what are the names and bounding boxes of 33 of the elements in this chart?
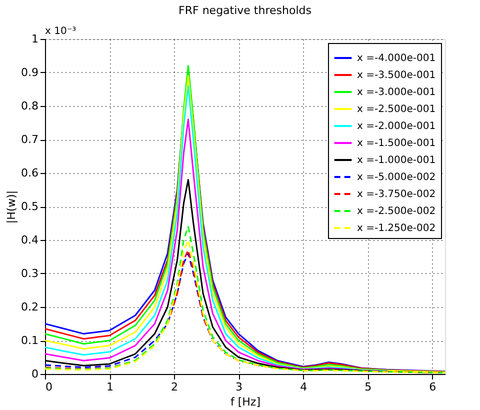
x-axis-title: f [Hz] [230,396,260,408]
legend-label: x =-1.250e-002 [357,223,436,234]
y-tick-label: 1 [32,32,38,46]
y-tick-label: 0.3 [21,267,38,280]
legend-label: x =-2.500e-001 [357,104,436,115]
y-tick-label: 0.2 [21,300,38,314]
y-tick-label: 0.6 [21,166,38,180]
legend-label: x =-2.000e-001 [357,121,436,132]
y-tick-label: 0.9 [21,66,38,79]
y-tick-label: 0.1 [21,334,38,347]
legend-label: x =-1.500e-001 [357,138,436,149]
y-tick-label: 0.8 [21,100,38,112]
x-tick-label: 5 [364,380,372,394]
x-tick-label: 3 [236,380,243,394]
y-tick-label: 0.7 [21,133,38,146]
legend-label: x =-4.000e-001 [357,53,436,64]
legend-label: x =-1.000e-001 [357,155,436,166]
legend-label: x =-3.000e-001 [357,87,436,98]
chart-title: FRF negative thresholds [178,4,312,17]
x-tick-label: 1 [106,380,114,394]
x-tick-label: 4 [300,380,308,394]
legend-label: x =-2.500e-002 [357,206,436,217]
x-tick-label: 0 [46,380,52,394]
legend-label: x =-3.750e-002 [357,189,436,200]
legend-label: x =-5.000e-002 [357,172,436,183]
y-tick-label: 0 [32,368,38,380]
y-axis-title: |H(w)| [5,190,18,224]
text: x 10⁻³ [45,26,76,37]
legend-label: x =-3.500e-001 [357,70,436,81]
y-tick-label: 0.5 [21,200,38,213]
x-tick-label: 6 [429,380,436,394]
x-tick-label: 2 [171,380,178,394]
y-tick-label: 0.4 [21,234,38,246]
